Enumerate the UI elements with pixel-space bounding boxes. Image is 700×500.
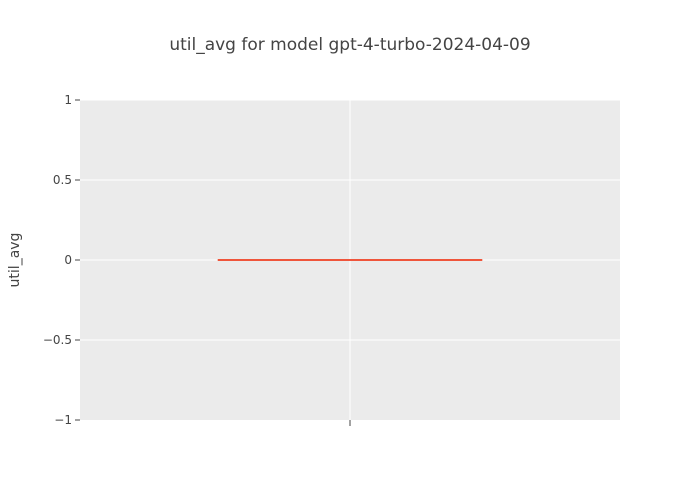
y-axis-title: util_avg: [7, 233, 23, 288]
y-tick-label: 0: [64, 253, 72, 267]
y-tick-label: −0.5: [43, 333, 72, 347]
y-tick-label: 0.5: [53, 173, 72, 187]
y-tick-label: −1: [54, 413, 72, 427]
chart-title: util_avg for model gpt-4-turbo-2024-04-0…: [169, 35, 530, 55]
y-tick-label: 1: [64, 93, 72, 107]
y-axis-ticks: 1 0.5 0 −0.5 −1: [43, 93, 80, 427]
